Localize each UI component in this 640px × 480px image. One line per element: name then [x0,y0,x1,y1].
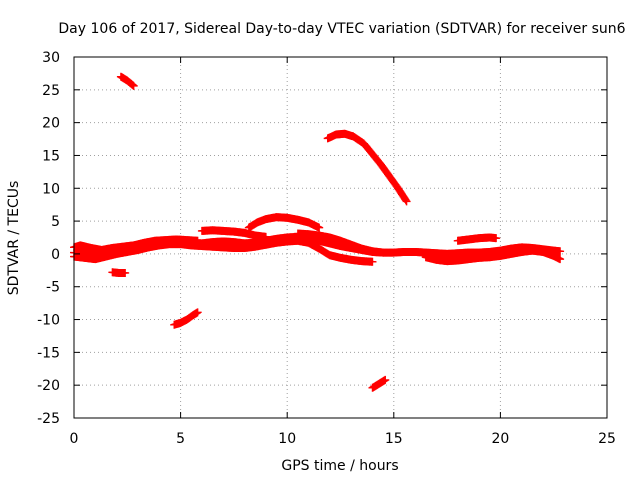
chart-title: Day 106 of 2017, Sidereal Day-to-day VTE… [58,21,625,37]
series-segment-small-neg [108,268,130,277]
y-tick-label: 20 [42,116,60,132]
series-arc-late-evening [421,246,565,266]
data-point [556,255,565,264]
y-tick-label: -20 [37,378,60,394]
x-tick-label: 10 [278,431,296,447]
x-tick-label: 25 [598,431,616,447]
y-tick-label: 30 [42,50,60,66]
y-tick-label: 25 [42,83,60,99]
x-tick-label: 0 [70,431,79,447]
data-point [261,232,270,241]
y-tick-label: 5 [51,214,60,230]
tick-layer: 0 5 10 15 20 25 -25 -20 -15 -10 -5 0 5 10 15 20 25 30 [37,50,616,447]
y-tick-label: -15 [37,345,60,361]
data-point [121,268,130,277]
x-tick-label: 20 [491,431,509,447]
data-point [401,196,410,205]
x-tick-label: 5 [176,431,185,447]
series-arc-late-morning [244,213,324,232]
data-point [381,375,390,384]
y-tick-label: -5 [46,280,60,296]
y-tick-label: -10 [37,313,60,329]
data-point [193,308,202,317]
y-tick-label: 15 [42,148,60,164]
plot-frame [73,56,608,419]
series-segment-neg-twenty [368,375,390,392]
x-tick-label: 15 [385,431,403,447]
data-point [492,234,501,243]
series-segment-top-left [116,72,138,90]
data-point [368,257,377,266]
series-arc-evening [453,233,501,245]
y-tick-label: 10 [42,181,60,197]
data-point [315,223,324,232]
series-arc-noon [293,229,388,257]
data-point [402,197,411,206]
y-axis-label: SDTVAR / TECUs [6,181,22,296]
data-layer [70,72,565,392]
series-main-band-lower [70,236,377,266]
series-segment-neg-ten [170,308,202,329]
y-tick-label: 0 [51,247,60,263]
data-point [129,81,138,90]
data-point [193,236,202,245]
x-axis-label: GPS time / hours [281,458,398,474]
series-arc-high [323,129,411,206]
y-tick-label: -25 [37,411,60,427]
data-point [379,248,388,257]
data-point [556,247,565,256]
